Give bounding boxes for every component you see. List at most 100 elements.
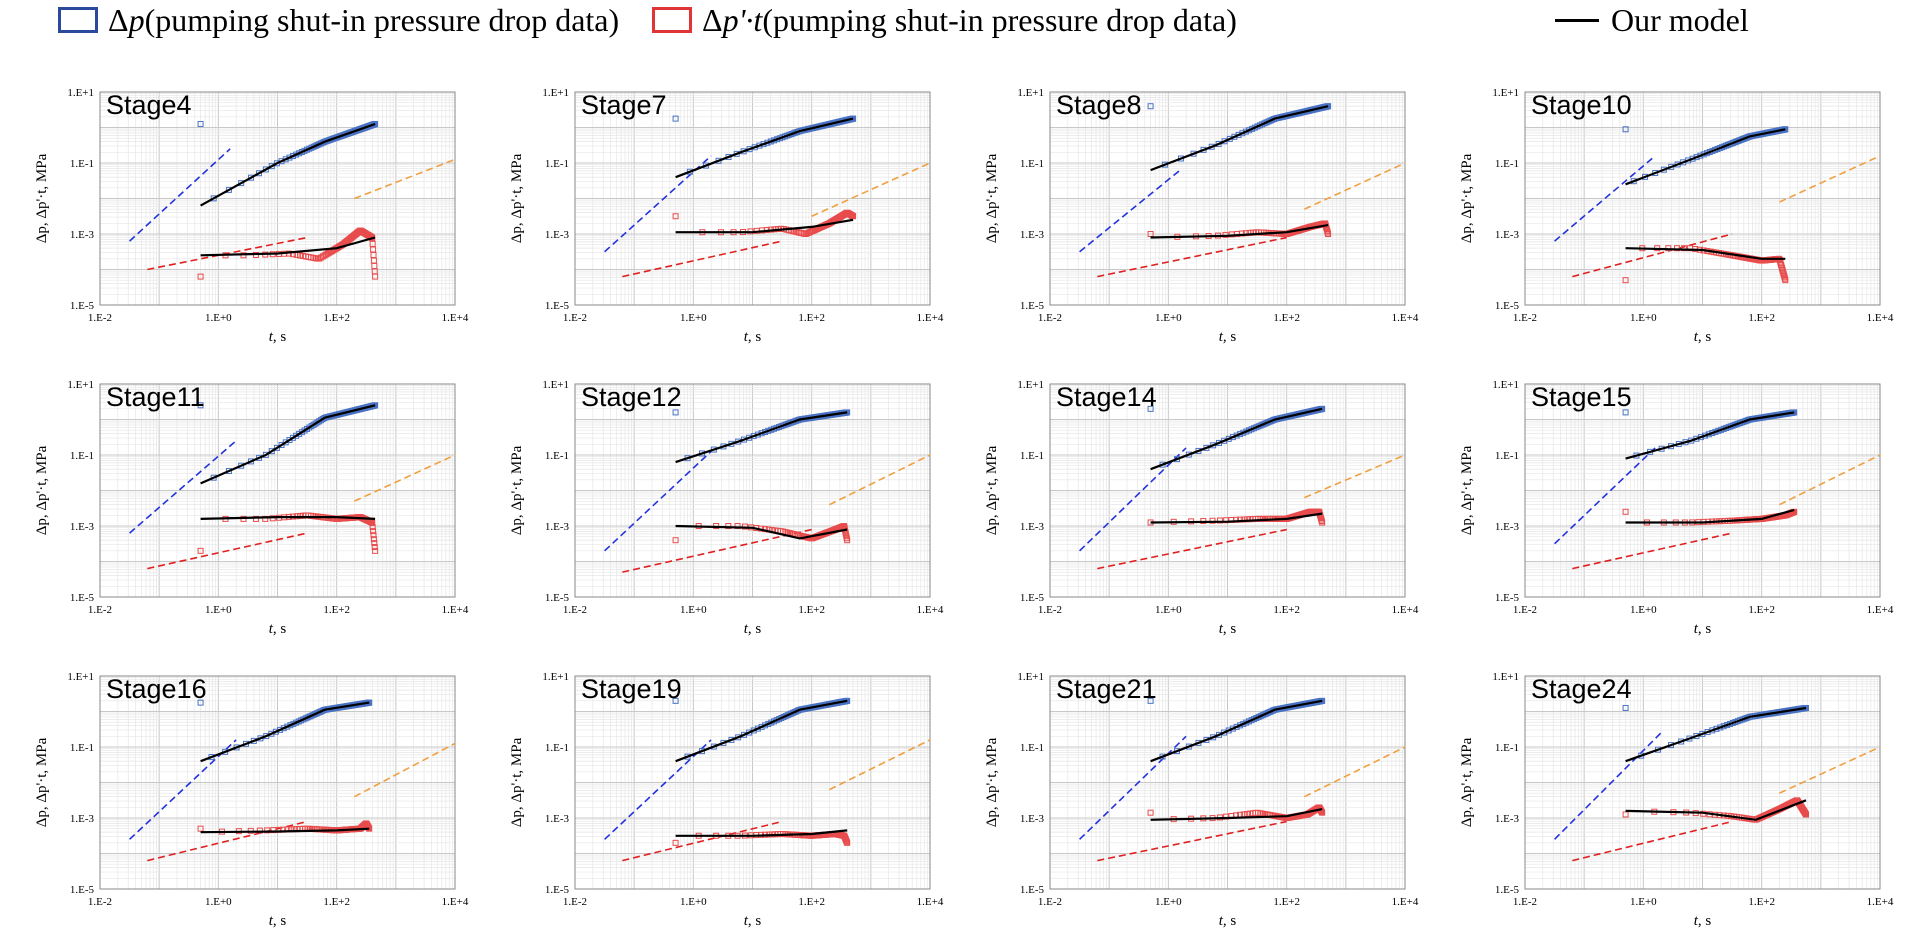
model-curve-deriv: [1625, 799, 1807, 821]
model-curve-deriv: [1150, 808, 1323, 821]
y-axis-label: Δp, Δp'·t, MPa: [34, 153, 50, 243]
slope-line-orange: [1304, 162, 1406, 210]
x-axis-label: t, s: [744, 621, 762, 637]
y-axis-label-unit: , MPa: [509, 445, 525, 481]
y-tick-label: 1.E+1: [542, 379, 569, 391]
legend-label-deriv-text: (pumping shut-in pressure drop data): [762, 1, 1237, 38]
slope-line-orange: [829, 454, 931, 506]
x-tick-label: 1.E-2: [563, 896, 587, 908]
gridlines: [1049, 384, 1405, 598]
y-axis-label: Δp, Δp'·t, MPa: [34, 737, 50, 827]
x-tick-label: 1.E+2: [323, 312, 350, 324]
y-axis-label-unit: , MPa: [34, 153, 50, 189]
chart-stage11: 1.E-2 1.E+0 1.E+2 1.E+4 1.E+1 1.E-1 1.E-3 1.E-5…: [34, 379, 469, 637]
legend-swatch-deriv: [652, 7, 692, 33]
deriv-point: [1216, 517, 1223, 524]
panel-title: Stage12: [581, 382, 682, 412]
model-curve-deriv: [1150, 512, 1323, 524]
slope-line-half: [147, 532, 308, 570]
chart-stage10: 1.E-2 1.E+0 1.E+2 1.E+4 1.E+1 1.E-1 1.E-3 1.E-5…: [1459, 87, 1894, 345]
panel-title: Stage7: [581, 90, 667, 120]
dp-point: [672, 409, 679, 416]
y-tick-label: 1.E-1: [545, 742, 569, 754]
chart-stage12: 1.E-2 1.E+0 1.E+2 1.E+4 1.E+1 1.E-1 1.E-3 1.E-5…: [509, 379, 944, 637]
y-tick-label: 1.E-3: [1495, 521, 1520, 533]
y-tick-label: 1.E+1: [67, 671, 94, 683]
deriv-point: [1803, 811, 1810, 818]
dp-point: [225, 186, 232, 193]
chart-stage4: 1.E-2 1.E+0 1.E+2 1.E+4 1.E+1 1.E-1 1.E-3 1.E-5…: [34, 87, 469, 345]
y-axis-label: Δp, Δp'·t, MPa: [509, 737, 525, 827]
x-axis-label: t, s: [269, 621, 287, 637]
panel-title: Stage24: [1531, 674, 1632, 704]
slope-line-orange: [354, 158, 456, 200]
model-curve-deriv: [200, 827, 370, 834]
y-axis-label-vars: Δp, Δp'·t: [509, 481, 525, 535]
gridlines: [574, 676, 930, 890]
chart-stage8: 1.E-2 1.E+0 1.E+2 1.E+4 1.E+1 1.E-1 1.E-3 1.E-5…: [984, 87, 1419, 345]
model-curve-dp: [675, 411, 848, 464]
model-curve-deriv: [675, 218, 854, 234]
y-tick-label: 1.E+1: [1017, 379, 1044, 391]
x-axis-label-var: t: [744, 913, 749, 929]
x-axis-label-unit: , s: [1698, 913, 1712, 929]
y-axis-label-unit: , MPa: [1459, 737, 1475, 773]
deriv-point: [370, 536, 377, 543]
y-tick-label: 1.E+1: [542, 671, 569, 683]
x-axis-label: t, s: [1694, 621, 1712, 637]
x-tick-label: 1.E+0: [205, 604, 232, 616]
x-axis-label-var: t: [1219, 913, 1224, 929]
y-axis-label-unit: , MPa: [1459, 445, 1475, 481]
x-axis-label: t, s: [744, 329, 762, 345]
x-axis-label: t, s: [269, 329, 287, 345]
x-axis-label-unit: , s: [748, 913, 762, 929]
x-axis-label-unit: , s: [273, 621, 287, 637]
x-tick-label: 1.E+0: [1630, 604, 1657, 616]
x-tick-label: 1.E-2: [1513, 896, 1537, 908]
legend-label-dp-prefix: Δ: [108, 1, 129, 38]
dp-point: [197, 699, 204, 706]
y-tick-label: 1.E-3: [1495, 813, 1520, 825]
dp-point: [197, 402, 204, 409]
deriv-point: [369, 240, 376, 247]
dp-point: [1147, 697, 1154, 704]
dp-point: [1147, 103, 1154, 110]
deriv-point: [370, 246, 377, 253]
y-tick-label: 1.E-1: [1495, 450, 1519, 462]
slope-line-half: [1572, 820, 1733, 862]
chart-stage14: 1.E-2 1.E+0 1.E+2 1.E+4 1.E+1 1.E-1 1.E-3 1.E-5…: [984, 379, 1419, 637]
model-curve-dp: [1150, 407, 1323, 471]
y-tick-label: 1.E-5: [545, 884, 570, 896]
x-tick-label: 1.E+4: [1392, 312, 1419, 324]
dp-point: [268, 448, 275, 455]
legend-label-dp-var: p: [128, 1, 145, 38]
y-axis-label-unit: , MPa: [984, 737, 1000, 773]
gridlines: [99, 384, 455, 598]
x-tick-label: 1.E+0: [680, 896, 707, 908]
panel-title: Stage8: [1056, 90, 1142, 120]
y-tick-label: 1.E-5: [1020, 592, 1045, 604]
y-tick-label: 1.E-5: [545, 592, 570, 604]
y-tick-label: 1.E-1: [545, 158, 569, 170]
plot-area-frame: [1524, 675, 1881, 890]
x-tick-label: 1.E+2: [1748, 312, 1775, 324]
panel-title: Stage11: [106, 382, 205, 412]
x-axis-label: t, s: [1694, 913, 1712, 929]
dp-point: [1147, 405, 1154, 412]
x-tick-label: 1.E+2: [798, 896, 825, 908]
x-axis-label-var: t: [744, 621, 749, 637]
panel-title: Stage10: [1531, 90, 1632, 120]
slope-line-unit: [1554, 447, 1656, 545]
y-axis-label: Δp, Δp'·t, MPa: [509, 445, 525, 535]
dp-point: [672, 697, 679, 704]
y-tick-label: 1.E+1: [1017, 87, 1044, 99]
slope-line-half: [147, 236, 308, 271]
y-axis-label-vars: Δp, Δp'·t: [1459, 773, 1475, 827]
x-axis-label-unit: , s: [273, 329, 287, 345]
slope-line-orange: [829, 739, 931, 791]
x-axis-label: t, s: [1694, 329, 1712, 345]
model-curve-dp: [200, 404, 376, 485]
x-tick-label: 1.E-2: [88, 896, 112, 908]
y-tick-label: 1.E-1: [1020, 742, 1044, 754]
